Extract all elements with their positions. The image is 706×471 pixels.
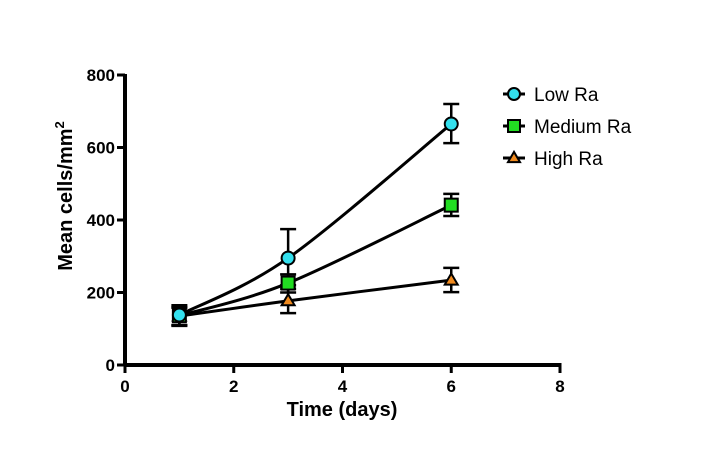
series-line xyxy=(178,203,452,318)
data-point-triangle xyxy=(279,292,297,307)
series-medium-ra xyxy=(171,192,460,327)
legend-label: Low Ra xyxy=(534,85,599,106)
series-line xyxy=(179,278,452,318)
x-axis-title: Time (days) xyxy=(287,399,398,421)
y-tick-label: 600 xyxy=(87,139,115,158)
data-point-triangle xyxy=(443,271,460,286)
legend-item: Low Ra xyxy=(503,85,599,106)
data-point-square xyxy=(443,197,459,213)
legend-label: Medium Ra xyxy=(534,117,632,138)
series-high-ra xyxy=(171,266,460,327)
series-low-ra xyxy=(171,102,460,328)
legend-label: High Ra xyxy=(534,149,603,170)
x-tick-label: 0 xyxy=(120,377,129,396)
data-point-circle xyxy=(280,250,296,266)
legend-item: Medium Ra xyxy=(503,117,632,138)
series-layer xyxy=(171,102,460,328)
legend-marker-circle xyxy=(507,87,521,101)
x-tick-label: 4 xyxy=(338,377,348,396)
y-tick-label: 800 xyxy=(87,66,115,85)
legend-marker-square xyxy=(507,119,521,133)
data-point-square xyxy=(280,275,296,291)
axes: 0 200 400 600 800 0 2 4 6 8 xyxy=(87,66,565,396)
data-point-circle xyxy=(443,116,459,132)
y-tick-label: 400 xyxy=(87,211,115,230)
legend-marker-triangle xyxy=(506,149,522,164)
legend: Low Ra Medium Ra High Ra xyxy=(503,85,632,170)
y-axis-title-main: Mean cells/mm xyxy=(55,128,77,270)
y-tick-label: 200 xyxy=(87,284,115,303)
x-tick-label: 8 xyxy=(555,377,564,396)
data-point-circle xyxy=(171,307,187,323)
x-tick-label: 2 xyxy=(229,377,238,396)
legend-item: High Ra xyxy=(503,149,603,170)
x-tick-label: 6 xyxy=(447,377,456,396)
y-tick-label: 0 xyxy=(106,356,115,375)
y-axis-title-superscript: 2 xyxy=(52,121,67,128)
y-axis-title: Mean cells/mm2 xyxy=(52,121,77,271)
